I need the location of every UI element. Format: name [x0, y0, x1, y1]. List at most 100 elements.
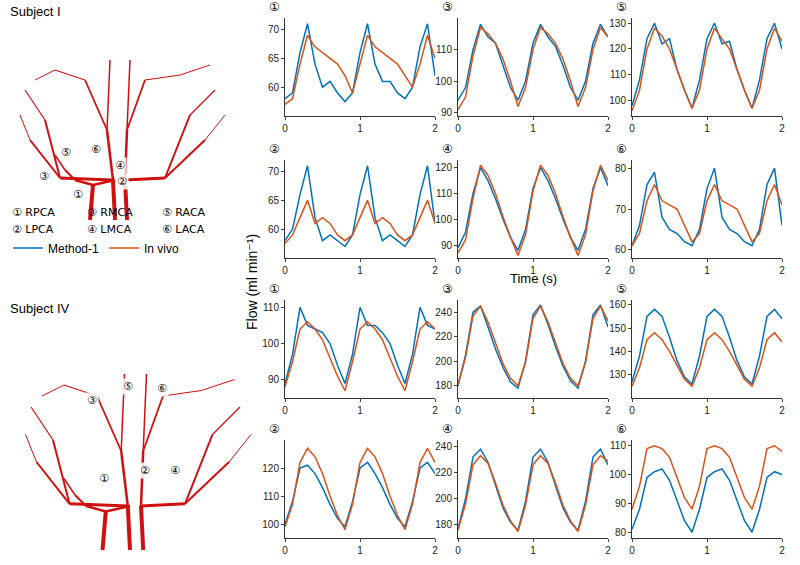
svg-text:110: 110 [436, 44, 452, 55]
svg-text:130: 130 [609, 369, 626, 380]
svg-text:80: 80 [615, 527, 627, 538]
svg-text:0: 0 [282, 405, 288, 416]
svg-text:110: 110 [436, 188, 452, 199]
svg-text:0: 0 [629, 123, 635, 134]
svg-text:0: 0 [629, 405, 635, 416]
svg-text:2: 2 [605, 405, 611, 416]
svg-text:1: 1 [357, 265, 363, 276]
svg-text:In vivo: In vivo [144, 242, 179, 256]
svg-text:2: 2 [432, 123, 438, 134]
svg-text:120: 120 [435, 162, 452, 173]
svg-text:110: 110 [263, 302, 279, 313]
svg-text:1: 1 [357, 123, 363, 134]
svg-text:100: 100 [435, 214, 452, 225]
svg-text:70: 70 [268, 24, 280, 35]
svg-text:③ RMCA: ③ RMCA [87, 206, 133, 219]
svg-text:0: 0 [629, 545, 635, 556]
svg-text:1: 1 [530, 265, 536, 276]
svg-text:140: 140 [609, 346, 626, 357]
svg-text:180: 180 [435, 380, 452, 391]
svg-text:①: ① [269, 0, 280, 14]
svg-text:150: 150 [609, 323, 626, 334]
svg-text:110: 110 [610, 440, 626, 451]
svg-text:⑥: ⑥ [616, 422, 627, 436]
svg-text:1: 1 [530, 123, 536, 134]
svg-text:②: ② [117, 175, 127, 188]
svg-text:1: 1 [704, 123, 710, 134]
svg-text:100: 100 [262, 338, 279, 349]
svg-text:1: 1 [357, 545, 363, 556]
svg-text:0: 0 [282, 123, 288, 134]
svg-text:100: 100 [609, 469, 626, 480]
svg-text:240: 240 [435, 441, 452, 452]
svg-text:⑥: ⑥ [91, 143, 101, 156]
svg-text:⑤: ⑤ [61, 146, 71, 159]
svg-text:2: 2 [605, 123, 611, 134]
svg-text:60: 60 [268, 82, 280, 93]
svg-text:④: ④ [442, 142, 453, 156]
svg-text:③: ③ [39, 170, 49, 183]
svg-text:1: 1 [704, 405, 710, 416]
svg-text:220: 220 [435, 331, 452, 342]
svg-text:0: 0 [455, 265, 461, 276]
svg-text:⑤ RACA: ⑤ RACA [162, 206, 206, 219]
svg-text:60: 60 [615, 244, 627, 255]
svg-text:2: 2 [432, 265, 438, 276]
svg-text:220: 220 [435, 467, 452, 478]
svg-text:90: 90 [441, 240, 453, 251]
svg-text:Subject IV: Subject IV [10, 301, 70, 316]
svg-text:2: 2 [779, 123, 785, 134]
svg-text:⑤: ⑤ [616, 0, 627, 14]
svg-text:⑥ LACA: ⑥ LACA [162, 223, 205, 236]
svg-text:90: 90 [268, 374, 280, 385]
svg-text:80: 80 [615, 163, 627, 174]
svg-text:Method-1: Method-1 [48, 242, 99, 256]
svg-text:70: 70 [615, 204, 627, 215]
svg-text:1: 1 [704, 545, 710, 556]
svg-text:②: ② [269, 422, 280, 436]
svg-text:⑤: ⑤ [616, 282, 627, 296]
svg-text:200: 200 [435, 493, 452, 504]
svg-text:0: 0 [455, 545, 461, 556]
svg-text:240: 240 [435, 307, 452, 318]
svg-text:65: 65 [268, 53, 280, 64]
svg-text:①: ① [99, 472, 109, 485]
svg-text:2: 2 [779, 405, 785, 416]
svg-text:⑤: ⑤ [123, 380, 133, 393]
svg-text:⑥: ⑥ [157, 382, 167, 395]
svg-text:Subject I: Subject I [10, 4, 61, 19]
svg-text:②: ② [140, 464, 150, 477]
svg-text:0: 0 [282, 545, 288, 556]
svg-text:110: 110 [263, 491, 279, 502]
svg-text:1: 1 [530, 545, 536, 556]
svg-text:2: 2 [432, 545, 438, 556]
svg-text:0: 0 [282, 265, 288, 276]
svg-text:110: 110 [610, 69, 626, 80]
svg-text:130: 130 [609, 18, 626, 29]
svg-text:0: 0 [629, 265, 635, 276]
svg-text:90: 90 [441, 107, 453, 118]
svg-text:③: ③ [442, 282, 453, 296]
svg-text:④: ④ [115, 159, 125, 172]
svg-text:③: ③ [442, 0, 453, 14]
svg-text:2: 2 [605, 265, 611, 276]
svg-text:Flow (ml min⁻¹): Flow (ml min⁻¹) [244, 234, 260, 330]
svg-text:④: ④ [170, 464, 180, 477]
svg-text:2: 2 [605, 545, 611, 556]
svg-text:③: ③ [87, 394, 97, 407]
svg-text:60: 60 [268, 224, 280, 235]
svg-text:Time (s): Time (s) [510, 271, 557, 286]
svg-text:120: 120 [262, 463, 279, 474]
svg-text:90: 90 [615, 498, 627, 509]
svg-text:120: 120 [609, 43, 626, 54]
svg-text:180: 180 [435, 519, 452, 530]
svg-text:1: 1 [704, 265, 710, 276]
svg-text:100: 100 [609, 95, 626, 106]
svg-text:2: 2 [432, 405, 438, 416]
svg-text:①: ① [73, 188, 83, 201]
svg-text:⑥: ⑥ [616, 142, 627, 156]
svg-text:1: 1 [530, 405, 536, 416]
svg-text:160: 160 [609, 299, 626, 310]
svg-text:2: 2 [779, 265, 785, 276]
svg-text:④ LMCA: ④ LMCA [87, 223, 132, 236]
